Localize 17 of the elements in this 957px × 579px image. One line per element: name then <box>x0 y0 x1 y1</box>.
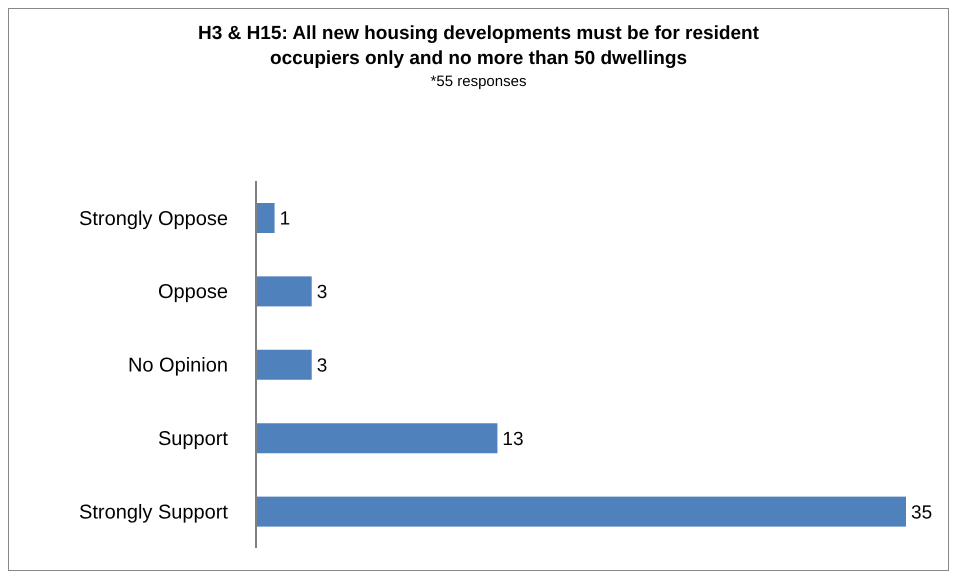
y-tick-label: Oppose <box>158 281 228 304</box>
chart-title: H3 & H15: All new housing developments must be for resident occupiers only and no more than 50 dwellings <box>197 22 760 71</box>
data-label: 13 <box>502 428 524 450</box>
y-tick-label: Strongly Support <box>79 501 228 524</box>
data-label: 3 <box>316 356 328 377</box>
bar <box>256 423 498 454</box>
data-label: 35 <box>911 502 932 524</box>
y-tick-label: No Opinion <box>128 354 228 377</box>
data-label: 3 <box>316 282 328 304</box>
data-label: 1 <box>280 208 290 230</box>
y-tick-label: Support <box>158 428 228 450</box>
bar <box>256 276 312 306</box>
chart-subtitle: *55 responses <box>430 73 528 90</box>
bar <box>256 203 275 233</box>
bar <box>256 496 906 527</box>
bar <box>256 350 312 380</box>
y-tick-label: Strongly Oppose <box>79 208 228 230</box>
